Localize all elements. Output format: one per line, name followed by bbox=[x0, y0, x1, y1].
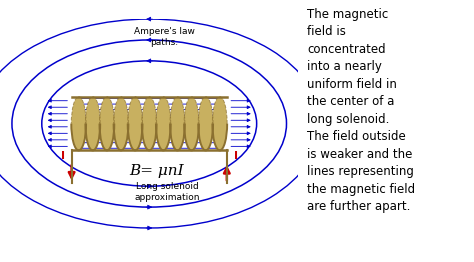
Ellipse shape bbox=[198, 97, 213, 150]
Ellipse shape bbox=[156, 97, 171, 150]
Text: Long solenoid
approximation: Long solenoid approximation bbox=[134, 182, 200, 202]
Ellipse shape bbox=[184, 97, 199, 150]
Text: B= μnI: B= μnI bbox=[129, 164, 184, 178]
Text: I: I bbox=[234, 151, 238, 161]
Ellipse shape bbox=[85, 97, 100, 150]
Ellipse shape bbox=[142, 97, 156, 150]
Ellipse shape bbox=[114, 97, 128, 150]
Ellipse shape bbox=[71, 97, 86, 150]
Text: I: I bbox=[61, 151, 64, 161]
Ellipse shape bbox=[100, 97, 114, 150]
Text: The magnetic
field is
concentrated
into a nearly
uniform field in
the center of : The magnetic field is concentrated into … bbox=[307, 8, 415, 213]
Ellipse shape bbox=[170, 97, 185, 150]
Ellipse shape bbox=[212, 97, 227, 150]
Ellipse shape bbox=[128, 97, 143, 150]
Text: Ampere's law
paths.: Ampere's law paths. bbox=[134, 27, 195, 47]
